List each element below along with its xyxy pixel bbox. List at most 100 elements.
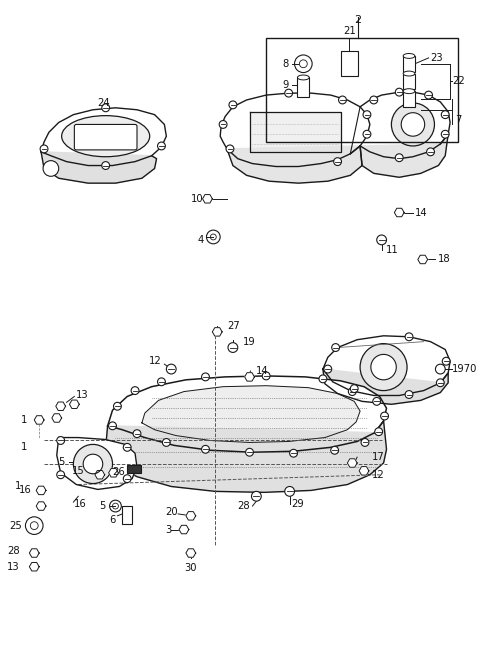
Text: 1: 1 (21, 415, 27, 425)
Ellipse shape (61, 116, 150, 157)
Circle shape (441, 131, 449, 138)
Polygon shape (323, 336, 450, 396)
Circle shape (109, 500, 121, 512)
Text: 14: 14 (415, 208, 428, 217)
Circle shape (405, 390, 413, 398)
Circle shape (30, 522, 38, 530)
Bar (340, 51, 358, 76)
Circle shape (219, 121, 227, 129)
Circle shape (405, 333, 413, 341)
Circle shape (396, 154, 403, 162)
Circle shape (285, 486, 295, 496)
Polygon shape (245, 373, 254, 381)
Text: 20: 20 (166, 507, 178, 517)
Text: 29: 29 (291, 499, 304, 509)
Circle shape (361, 439, 369, 447)
Polygon shape (323, 369, 448, 404)
Circle shape (123, 443, 131, 451)
Text: 4: 4 (197, 235, 204, 245)
Text: 10: 10 (191, 194, 204, 204)
Polygon shape (106, 421, 386, 492)
Text: 28: 28 (237, 501, 250, 511)
Circle shape (373, 398, 381, 406)
FancyBboxPatch shape (74, 125, 137, 150)
Circle shape (401, 113, 425, 136)
Text: 26: 26 (112, 467, 125, 477)
Polygon shape (52, 414, 61, 422)
Bar (298, 78, 309, 97)
Polygon shape (227, 146, 362, 183)
Polygon shape (212, 328, 222, 336)
Polygon shape (36, 502, 46, 510)
Polygon shape (250, 112, 340, 152)
Text: 13: 13 (76, 389, 89, 400)
Text: 17: 17 (372, 452, 384, 462)
Circle shape (206, 230, 220, 244)
Text: 13: 13 (7, 562, 20, 572)
Circle shape (295, 55, 312, 72)
Polygon shape (29, 562, 39, 571)
Circle shape (370, 96, 378, 104)
Polygon shape (348, 459, 357, 468)
Circle shape (102, 104, 109, 112)
Bar (403, 91, 415, 107)
Circle shape (360, 343, 407, 390)
Polygon shape (95, 471, 105, 479)
Polygon shape (57, 438, 137, 489)
Polygon shape (395, 208, 404, 217)
Circle shape (25, 517, 43, 534)
Circle shape (123, 475, 131, 483)
Ellipse shape (403, 54, 415, 58)
Circle shape (73, 459, 79, 465)
Bar (266, 39, 458, 142)
Ellipse shape (403, 89, 415, 93)
Text: 12: 12 (149, 357, 161, 366)
Polygon shape (70, 400, 79, 409)
Circle shape (167, 364, 176, 374)
Text: 24: 24 (97, 98, 110, 108)
Circle shape (371, 355, 396, 380)
Circle shape (202, 445, 209, 453)
Circle shape (108, 422, 117, 430)
Polygon shape (179, 525, 189, 534)
Circle shape (70, 455, 83, 469)
Circle shape (332, 343, 339, 351)
Polygon shape (186, 511, 196, 520)
Circle shape (350, 385, 358, 392)
Circle shape (252, 491, 261, 501)
Circle shape (162, 439, 170, 447)
Text: 1970: 1970 (452, 364, 478, 374)
Circle shape (436, 379, 444, 387)
Polygon shape (29, 549, 39, 557)
Text: 7: 7 (455, 114, 461, 125)
Polygon shape (186, 549, 196, 557)
Circle shape (441, 111, 449, 119)
Circle shape (57, 471, 65, 479)
Polygon shape (350, 92, 450, 159)
Text: 25: 25 (9, 520, 22, 531)
Circle shape (43, 161, 59, 176)
Circle shape (319, 375, 327, 383)
Text: 15: 15 (72, 466, 84, 476)
Ellipse shape (403, 71, 415, 76)
Text: 21: 21 (343, 26, 356, 37)
Circle shape (40, 145, 48, 153)
Bar (127, 465, 141, 473)
Text: 22: 22 (452, 76, 465, 86)
Circle shape (300, 60, 307, 68)
Text: 28: 28 (7, 546, 20, 556)
Text: 5: 5 (99, 501, 106, 511)
Circle shape (157, 378, 166, 386)
Circle shape (334, 158, 341, 165)
Circle shape (73, 445, 112, 484)
Polygon shape (41, 108, 167, 165)
Circle shape (262, 372, 270, 380)
Circle shape (83, 454, 103, 474)
Circle shape (112, 503, 119, 509)
Polygon shape (142, 386, 360, 443)
Circle shape (442, 357, 450, 365)
Text: 8: 8 (282, 59, 288, 69)
Polygon shape (203, 195, 212, 203)
Polygon shape (360, 135, 448, 177)
Text: 6: 6 (109, 515, 116, 525)
